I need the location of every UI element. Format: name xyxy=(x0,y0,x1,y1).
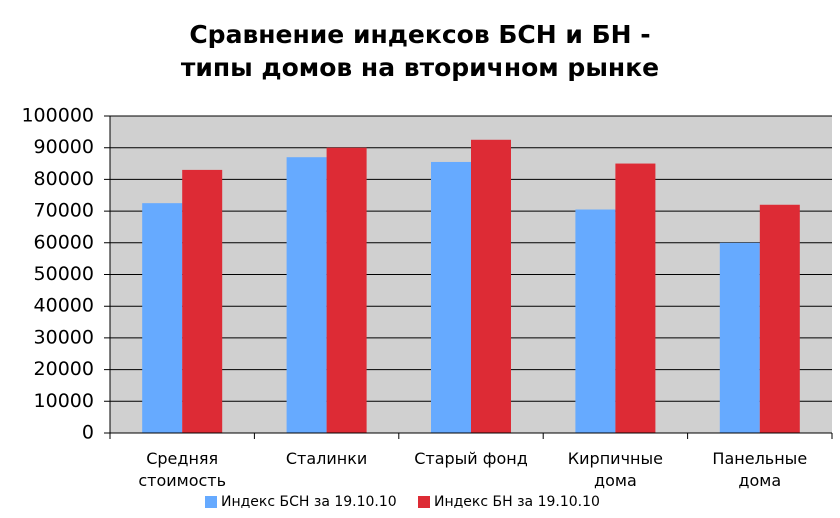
legend-swatch xyxy=(418,496,430,508)
y-tick-label: 0 xyxy=(82,422,94,444)
y-tick-label: 60000 xyxy=(34,231,94,253)
bar xyxy=(719,242,760,433)
bar xyxy=(142,203,183,433)
legend-swatch xyxy=(205,496,217,508)
y-tick-label: 100000 xyxy=(21,105,94,127)
y-tick-label: 90000 xyxy=(34,136,94,158)
chart-title: Сравнение индексов БСН и БН - типы домов… xyxy=(180,20,660,82)
bar xyxy=(471,139,511,433)
y-tick-label: 70000 xyxy=(34,200,94,222)
y-tick-label: 40000 xyxy=(34,295,94,317)
bar xyxy=(326,147,367,433)
x-tick-label: Панельные дома xyxy=(712,449,808,490)
y-tick-label: 30000 xyxy=(34,326,94,348)
x-tick-label: Средняя стоимость xyxy=(138,449,227,490)
x-tick-label: Старый фонд xyxy=(414,449,528,468)
legend-item: Индекс БСН за 19.10.10 xyxy=(205,494,397,510)
legend-label: Индекс БСН за 19.10.10 xyxy=(221,494,397,510)
x-tick-label: Сталинки xyxy=(285,449,368,468)
y-tick-label: 20000 xyxy=(34,358,94,380)
y-tick-label: 10000 xyxy=(34,390,94,412)
bar xyxy=(286,157,327,433)
legend-label: Индекс БН за 19.10.10 xyxy=(434,494,600,510)
y-tick-label: 80000 xyxy=(34,168,94,190)
bar xyxy=(575,209,616,433)
legend-item: Индекс БН за 19.10.10 xyxy=(418,494,600,510)
y-tick-label: 50000 xyxy=(34,263,94,285)
bar xyxy=(759,204,800,433)
bar xyxy=(431,161,471,433)
bar xyxy=(182,169,223,433)
bar xyxy=(615,163,656,434)
x-tick-label: Кирпичные дома xyxy=(567,449,663,490)
